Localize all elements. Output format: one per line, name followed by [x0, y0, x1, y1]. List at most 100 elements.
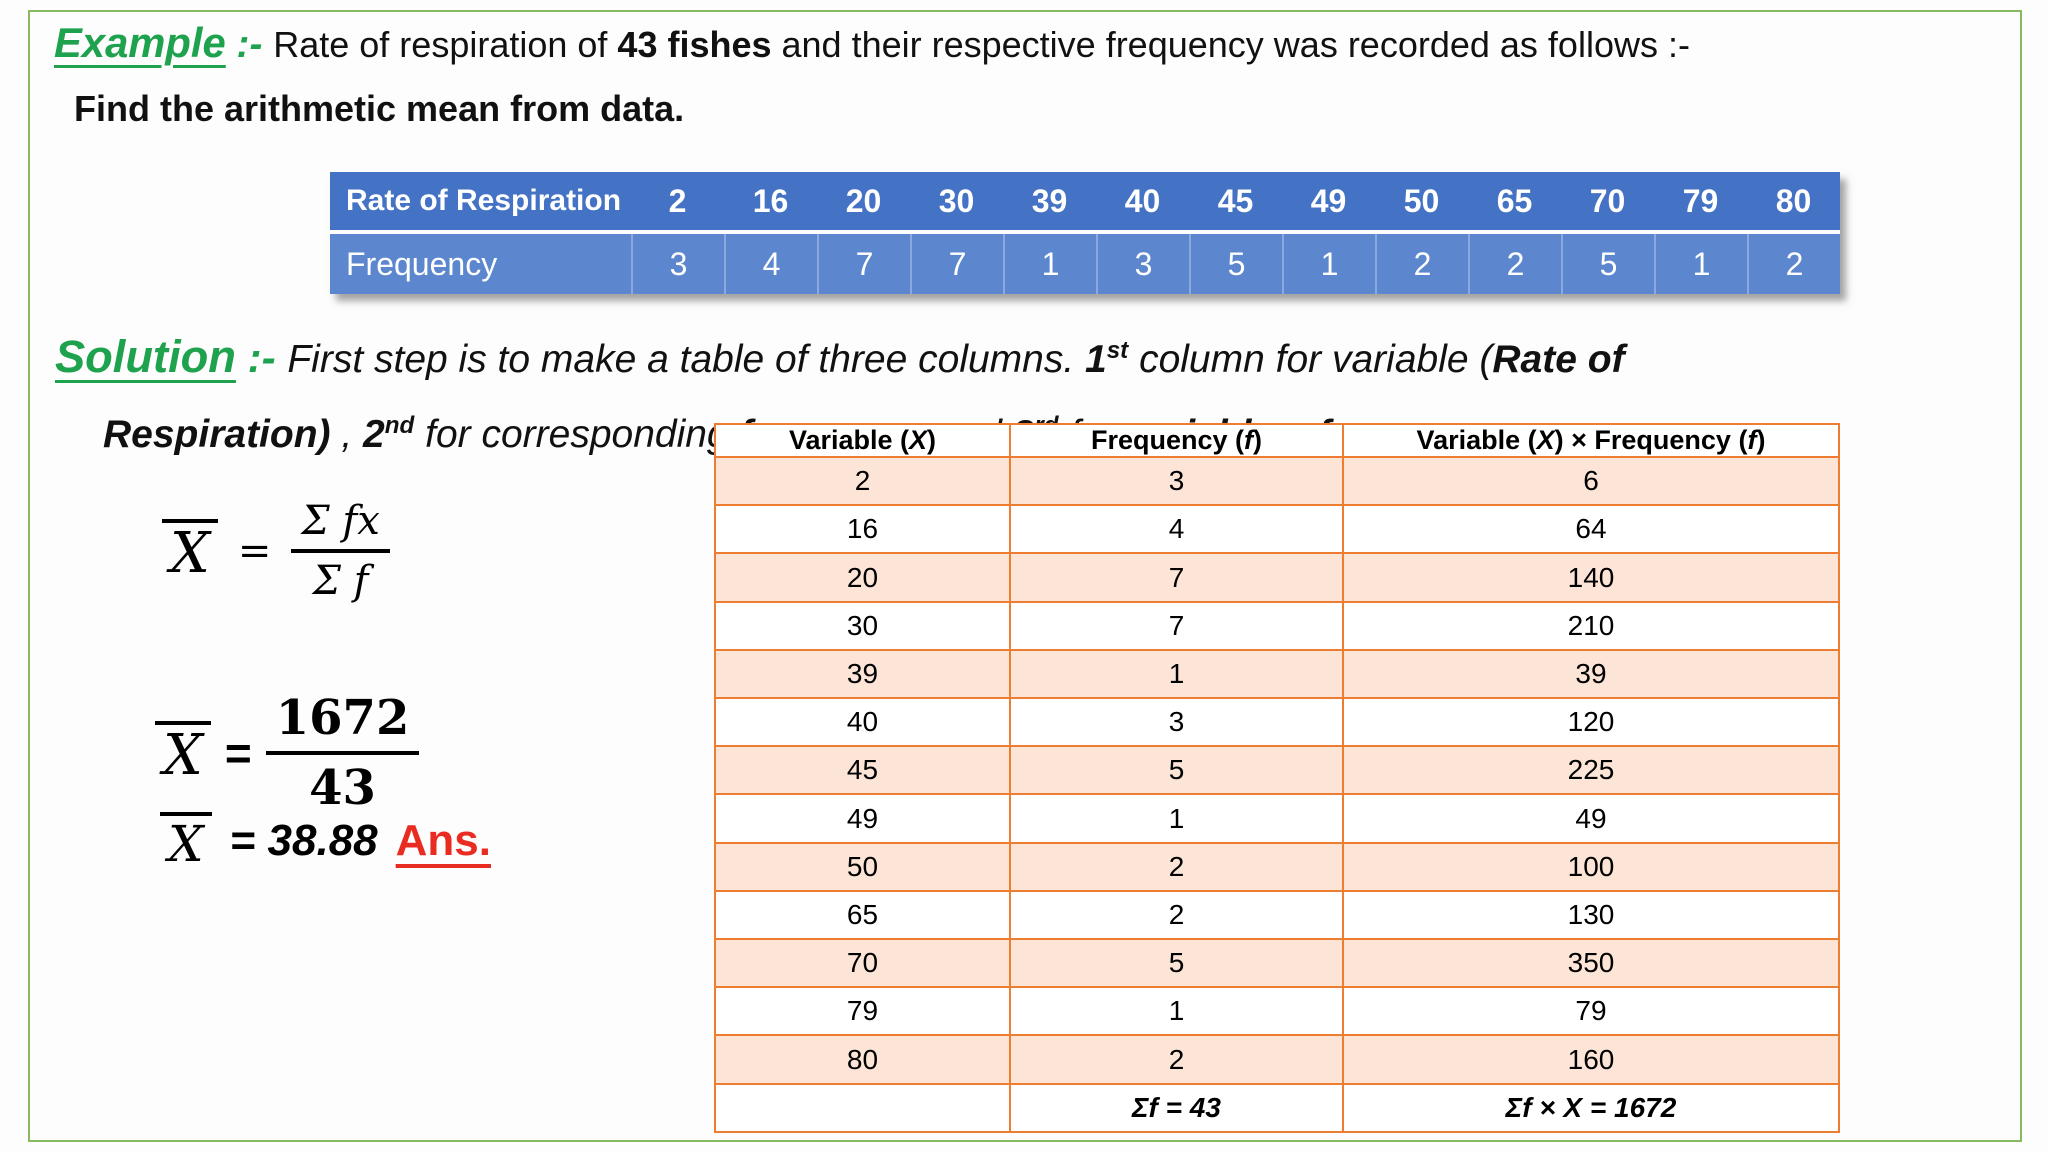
table-row: 65 2 130: [714, 889, 1840, 941]
table-cell: 79: [714, 986, 1011, 1037]
header-variable-x-frequency: Variable (X) × Frequency (f): [1342, 423, 1840, 458]
table-cell: 7: [1009, 600, 1344, 651]
table-row: 70 5 350: [714, 938, 1840, 989]
table-row: 79 1 79: [714, 986, 1840, 1037]
table-cell: 80: [714, 1034, 1011, 1085]
table-cell: 140: [1342, 552, 1840, 603]
x-bar-symbol: X: [162, 518, 218, 584]
table-row: 45 5 225: [714, 745, 1840, 796]
rate-value: 20: [845, 182, 882, 219]
frequency-table-rate-row: Rate of Respiration 2 16 20 30 39 40 45 49 50 65 7…: [330, 172, 1840, 230]
text-segment: Solution: [55, 331, 236, 382]
table-cell: 3: [1009, 697, 1344, 748]
table-row: 16 4 64: [714, 504, 1840, 555]
rate-value: 39: [1031, 182, 1068, 219]
table-cell: 1: [1009, 793, 1344, 844]
table-cell: 2: [1009, 1034, 1344, 1085]
frequency-value: 4: [724, 234, 817, 294]
table-cell: 50: [714, 841, 1011, 892]
table-cell: 16: [714, 504, 1011, 555]
table-cell: 49: [714, 793, 1011, 844]
calculation-table-body: 2 3 6 16 4 64 20 7 140 30 7 210 39 1 39 40 3 120 45 5 225 49 1…: [714, 455, 1840, 1085]
text-segment: nd: [384, 412, 415, 439]
table-cell: 2: [714, 455, 1011, 507]
header-frequency: Frequency (f): [1009, 423, 1344, 458]
solution-line-1: Solution :- First step is to make a tabl…: [55, 318, 1625, 393]
rate-value: 49: [1310, 182, 1347, 219]
calculation-table: Variable (X) Frequency (f) Variable (X) …: [714, 423, 1840, 1134]
mean-formula: X = Σ fx Σ f: [162, 498, 390, 604]
frequency-table: Rate of Respiration 2 16 20 30 39 40 45 49 50 65 7…: [330, 172, 1840, 294]
result-value: = 38.88: [229, 816, 378, 866]
frequency-value: 3: [631, 234, 724, 294]
frequency-value: 1: [1654, 234, 1747, 294]
text-segment: column for variable (: [1128, 338, 1493, 381]
text-segment: ): [1756, 425, 1766, 455]
table-cell: 70: [714, 938, 1011, 989]
table-cell: 5: [1009, 938, 1344, 989]
mean-calculation: X = 1672 43: [155, 690, 420, 816]
table-row: 20 7 140: [714, 552, 1840, 603]
example-title: Example :- Rate of respiration of 43 fis…: [54, 14, 1690, 74]
text-segment: f: [1244, 425, 1254, 455]
text-segment: st: [1106, 337, 1129, 364]
table-cell: 4: [1009, 504, 1344, 555]
rate-value: 16: [752, 182, 789, 219]
text-segment: :-: [225, 23, 274, 66]
x-bar-symbol: X: [160, 812, 212, 871]
frequency-value: 5: [1561, 234, 1654, 294]
row-divider: [330, 230, 1840, 234]
rate-value: 45: [1217, 182, 1254, 219]
x-bar-symbol: X: [155, 720, 211, 786]
text-segment: ,: [330, 413, 364, 456]
table-cell: 130: [1342, 889, 1840, 941]
table-cell: 45: [714, 745, 1011, 796]
rate-row-label: Rate of Respiration: [346, 184, 622, 217]
rate-value: 50: [1403, 182, 1440, 219]
table-cell: 120: [1342, 697, 1840, 748]
frequency-value: 7: [910, 234, 1003, 294]
frequency-value: 2: [1468, 234, 1561, 294]
table-row: 49 1 49: [714, 793, 1840, 844]
table-row: 40 3 120: [714, 697, 1840, 748]
fraction-numerator: Σ fx: [291, 498, 390, 553]
table-cell: 79: [1342, 986, 1840, 1037]
table-cell: 40: [714, 697, 1011, 748]
table-cell: 210: [1342, 600, 1840, 651]
table-row: 30 7 210: [714, 600, 1840, 651]
text-segment: Rate of: [1492, 338, 1625, 381]
text-segment: Variable (: [1416, 425, 1537, 455]
fraction: Σ fx Σ f: [291, 498, 390, 604]
text-segment: Example: [54, 19, 226, 66]
table-row: 50 2 100: [714, 841, 1840, 892]
frequency-value: 2: [1747, 234, 1840, 294]
fraction-numerator: 1672: [265, 690, 420, 755]
table-cell: 1: [1009, 986, 1344, 1037]
text-segment: 43 fishes: [617, 24, 772, 65]
equals-sign: =: [237, 528, 272, 574]
text-segment: 2: [363, 413, 385, 456]
table-cell: 225: [1342, 745, 1840, 796]
table-cell: 100: [1342, 841, 1840, 892]
frequency-value: 3: [1096, 234, 1189, 294]
table-cell: 64: [1342, 504, 1840, 555]
frequency-value: 5: [1189, 234, 1282, 294]
sum-fx: Σf × X = 1672: [1342, 1082, 1840, 1134]
text-segment: and their respective frequency was recor…: [771, 24, 1690, 65]
text-segment: Rate of respiration of: [273, 24, 618, 65]
fraction-denominator: Σ f: [312, 558, 369, 604]
table-cell: 39: [714, 648, 1011, 700]
table-cell: 6: [1342, 455, 1840, 507]
table-cell: 30: [714, 600, 1011, 651]
table-cell: 2: [1009, 889, 1344, 941]
fraction: 1672 43: [265, 690, 420, 816]
text-segment: ): [927, 425, 937, 455]
frequency-value: 7: [817, 234, 910, 294]
table-cell: 20: [714, 552, 1011, 603]
table-row: 80 2 160: [714, 1034, 1840, 1085]
table-cell: 350: [1342, 938, 1840, 989]
text-segment: f: [1747, 425, 1757, 455]
text-segment: Frequency (: [1090, 425, 1245, 455]
